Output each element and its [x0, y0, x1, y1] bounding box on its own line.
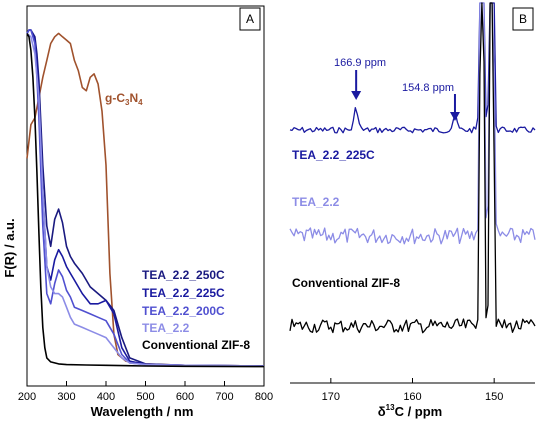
x-tick-label-800: 800 — [255, 391, 273, 403]
label-b-tea-22: TEA_2.2 — [292, 195, 340, 209]
x-tick-label-700: 700 — [215, 391, 233, 403]
x-tick-label-300: 300 — [57, 391, 75, 403]
x-tick-label-200: 200 — [18, 391, 36, 403]
series-line-b-2 — [289, 2, 536, 334]
annotation-154-8: 154.8 ppm — [402, 82, 454, 94]
panel-a-label: A — [246, 12, 254, 26]
label-conventional: Conventional ZIF-8 — [142, 338, 250, 352]
b-x-tick-label-170: 170 — [322, 391, 340, 403]
arrow-head-1 — [449, 112, 460, 121]
panel-a-y-axis-label: F(R) / a.u. — [2, 218, 17, 277]
series-line-b-1 — [289, 2, 536, 245]
series-line-a-1 — [26, 29, 265, 367]
series-line-b-0 — [289, 2, 536, 134]
panel-a-series — [26, 29, 265, 368]
panel-a-x-ticks: 200 300 400 500 600 700 800 — [18, 381, 273, 403]
series-line-a-4 — [26, 32, 265, 367]
series-line-a-5 — [26, 32, 265, 368]
panel-b-label: B — [519, 12, 527, 26]
panel-b-badge — [512, 7, 534, 31]
label-b-tea-225c: TEA_2.2_225C — [292, 148, 375, 162]
annotation-166-9: 166.9 ppm — [334, 57, 386, 69]
label-gcn: g-C3N4 — [105, 91, 143, 107]
label-tea-225c: TEA_2.2_225C — [142, 286, 225, 300]
label-tea-22: TEA_2.2 — [142, 321, 190, 335]
label-tea-200c: TEA_2.2_200C — [142, 304, 225, 318]
x-tick-label-500: 500 — [136, 391, 154, 403]
panel-b-arrows — [351, 70, 460, 121]
panel-a-badge — [239, 7, 261, 31]
arrow-head-0 — [351, 91, 362, 100]
x-tick-label-600: 600 — [176, 391, 194, 403]
b-x-tick-label-150: 150 — [485, 391, 503, 403]
panel-b-series — [289, 2, 536, 334]
x-tick-label-400: 400 — [97, 391, 115, 403]
panel-b-x-axis-label: δ13C / ppm — [378, 403, 442, 419]
label-tea-250c: TEA_2.2_250C — [142, 268, 225, 282]
series-line-a-0 — [26, 32, 265, 367]
b-x-tick-label-160: 160 — [403, 391, 421, 403]
panel-a-x-axis-label: Wavelength / nm — [91, 404, 194, 419]
label-b-conventional: Conventional ZIF-8 — [292, 276, 400, 290]
panel-b-x-ticks: 170 160 150 — [322, 378, 503, 403]
